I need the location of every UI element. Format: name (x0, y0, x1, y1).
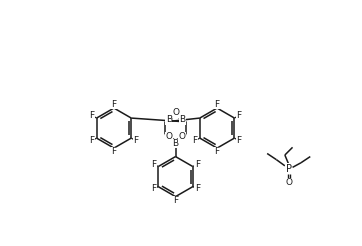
Text: F: F (193, 136, 198, 145)
Text: F: F (151, 184, 156, 193)
Text: F: F (89, 136, 94, 145)
Text: F: F (215, 147, 220, 156)
Text: B: B (166, 115, 172, 124)
Text: F: F (215, 100, 220, 109)
Text: P: P (286, 164, 292, 174)
Text: O: O (179, 132, 186, 141)
Text: B: B (179, 115, 185, 124)
Text: O: O (285, 178, 292, 187)
Text: F: F (173, 196, 178, 205)
Text: F: F (133, 136, 138, 145)
Text: F: F (151, 160, 156, 169)
Text: B: B (172, 139, 178, 148)
Text: O: O (172, 108, 179, 117)
Text: F: F (111, 147, 117, 156)
Text: F: F (236, 111, 241, 120)
Text: F: F (195, 184, 200, 193)
Text: F: F (236, 136, 241, 145)
Text: F: F (89, 111, 94, 120)
Text: F: F (111, 100, 117, 109)
Text: F: F (195, 160, 200, 169)
Text: O: O (165, 132, 172, 141)
